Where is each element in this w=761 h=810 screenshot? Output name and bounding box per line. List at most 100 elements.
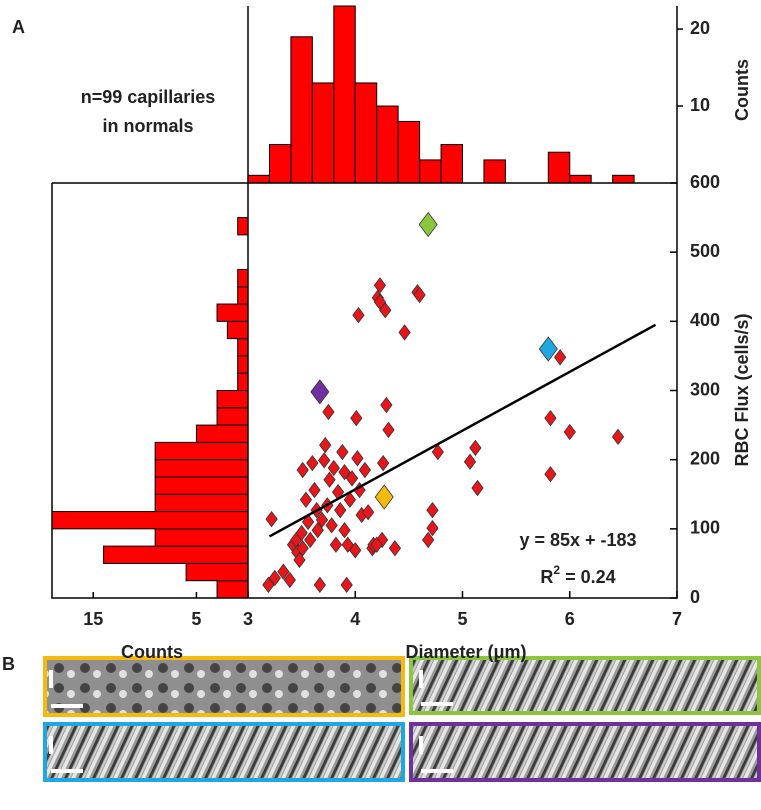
axis-frame (51, 182, 248, 599)
scatter-point (350, 409, 363, 427)
scatter-point (469, 439, 482, 457)
scale-bars (49, 670, 453, 773)
scatter-point (349, 542, 362, 559)
scatter-point (431, 443, 444, 461)
scatter-point (388, 540, 402, 557)
scatter-point (323, 471, 336, 488)
scatter-point (340, 576, 353, 594)
scatter-point (334, 501, 347, 519)
scatter-point (611, 428, 625, 446)
x-axis-label: Counts (121, 642, 183, 662)
highlight-point (418, 211, 438, 238)
scatter-point (306, 454, 319, 472)
y-tick-label: 10 (690, 95, 710, 115)
plot-a: 10 20 Counts 15 5 Counts 3 4 5 6 70 100 200 300 400 500… (51, 5, 752, 662)
histogram-bar (51, 511, 249, 530)
highlight-point (538, 336, 558, 362)
histogram-bar (419, 159, 442, 184)
histogram-bar (237, 355, 249, 374)
x-tick-label: 6 (565, 609, 575, 629)
scatter-point (422, 531, 435, 549)
fit-line (268, 323, 657, 538)
x-tick-label: 3 (243, 609, 253, 629)
highlight-point (374, 484, 394, 510)
histogram-bar (237, 217, 249, 236)
histogram-bar (440, 144, 463, 184)
fit-r-squared: R2 = 0.24 (540, 563, 615, 587)
scatter-point (351, 450, 364, 467)
highlight-point (310, 379, 330, 405)
histogram-bar (216, 407, 249, 426)
y-tick-label: 300 (690, 379, 720, 399)
histogram-bar (569, 174, 592, 184)
histogram-bar (154, 493, 249, 513)
y-axis-label: RBC Flux (cells/s) (732, 313, 752, 466)
y-tick-label: 200 (690, 448, 720, 468)
image-green (409, 656, 761, 715)
y-axis-label: Counts (732, 59, 752, 121)
scatter-point (413, 286, 426, 304)
histogram-bar (185, 562, 249, 582)
image-purple (409, 722, 761, 782)
scatter-point (338, 522, 351, 539)
scatter-point (398, 324, 411, 341)
y-tick-label: 100 (690, 518, 720, 538)
r-squared-part: R (540, 567, 553, 587)
scatter-point (268, 569, 281, 587)
histogram-bar (237, 286, 249, 305)
histogram-bar (483, 159, 506, 184)
histogram-bar (237, 268, 249, 288)
scatter-point (265, 510, 278, 528)
annotation: in normals (102, 116, 193, 136)
scatter-point (343, 491, 357, 508)
histogram-bar (154, 441, 249, 461)
histogram-bar (216, 390, 249, 409)
scatter-point (296, 540, 309, 557)
scatter-point (345, 470, 359, 487)
scatter-point (311, 522, 324, 539)
histogram-bar (290, 36, 313, 184)
x-tick-label: 15 (83, 609, 103, 629)
histogram-bar (216, 303, 249, 322)
histogram-bar (237, 338, 249, 357)
panel-b-images (43, 656, 761, 782)
scatter-point (373, 277, 387, 294)
histogram-bar (268, 144, 292, 184)
scatter-point (553, 349, 567, 366)
histogram-bar (216, 580, 249, 599)
histogram-bar (237, 372, 249, 392)
histogram-bar (154, 476, 249, 495)
scatter-point (544, 409, 557, 427)
histogram-bar (333, 5, 356, 184)
y-tick-label: 0 (690, 587, 700, 607)
scatter-point (358, 461, 372, 479)
histogram-bar (226, 320, 249, 340)
histogram-bar (103, 545, 249, 564)
image-orange (43, 656, 405, 717)
r-squared-part: 2 (553, 563, 560, 577)
scatter-point (544, 466, 557, 483)
histogram-bar (154, 528, 249, 547)
histogram-bar (612, 174, 635, 184)
scatter-point (304, 531, 317, 549)
histogram-bar (195, 424, 249, 443)
r-squared-part: = 0.24 (560, 567, 616, 587)
scatter-point (370, 536, 383, 553)
scatter-point (361, 504, 375, 521)
image-blue (43, 722, 405, 782)
y-tick-label: 500 (690, 241, 720, 261)
scatter-point (283, 571, 296, 589)
x-tick-label: 5 (191, 609, 201, 629)
scatter-point (382, 421, 395, 439)
panel-label: A (12, 17, 25, 37)
y-tick-label: 20 (690, 18, 710, 38)
scatter-point (563, 423, 576, 441)
scatter-point (295, 524, 308, 542)
scatter-point (471, 479, 484, 497)
panel-label: B (2, 654, 15, 674)
histogram-bar (547, 151, 571, 184)
scatter-point (319, 436, 332, 454)
scatter-point (352, 306, 365, 324)
scatter-point (322, 403, 335, 421)
